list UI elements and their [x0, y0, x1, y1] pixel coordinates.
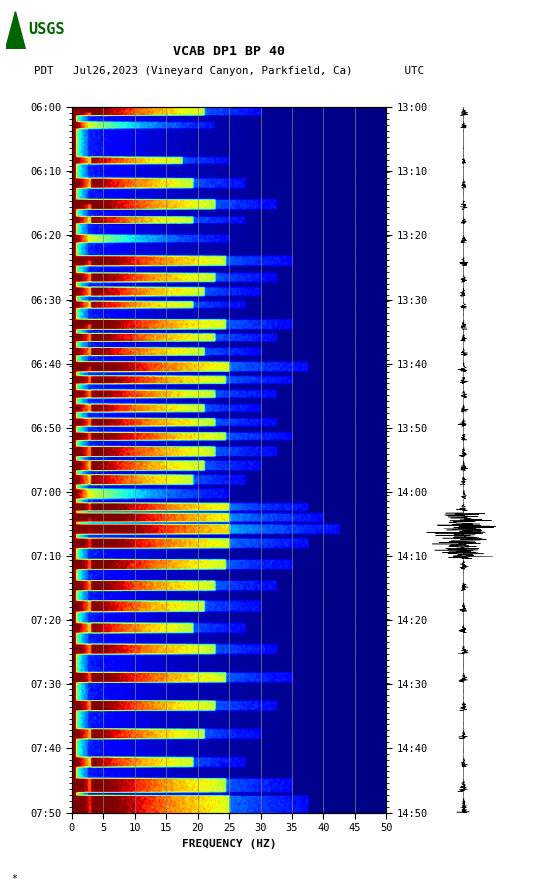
Text: VCAB DP1 BP 40: VCAB DP1 BP 40 [173, 45, 285, 58]
X-axis label: FREQUENCY (HZ): FREQUENCY (HZ) [182, 839, 277, 848]
Polygon shape [6, 12, 25, 49]
Text: *: * [11, 874, 17, 884]
Text: PDT   Jul26,2023 (Vineyard Canyon, Parkfield, Ca)        UTC: PDT Jul26,2023 (Vineyard Canyon, Parkfie… [34, 66, 424, 76]
Text: USGS: USGS [29, 22, 65, 38]
